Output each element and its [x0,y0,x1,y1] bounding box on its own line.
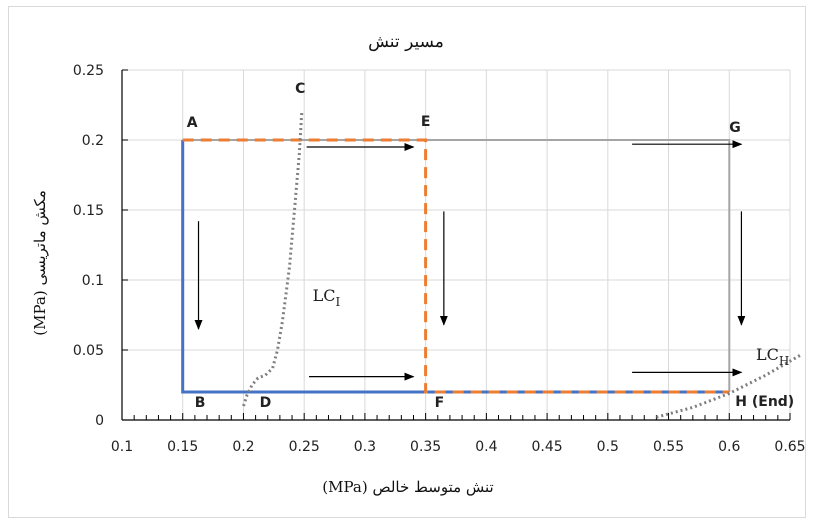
series-path-2 [182,138,730,394]
point-label-a: A [187,115,198,131]
x-tick-label: 0.2 [232,439,254,455]
point-label-d: D [260,395,272,411]
point-label-b: B [195,395,206,411]
point-label-h: H (End) [735,394,794,410]
x-tick-label: 0.25 [289,439,320,455]
y-tick-label: 0.25 [73,63,104,79]
series [181,111,803,419]
series-path-0 [181,140,730,394]
lc-label-i: LCI [313,286,341,309]
series-lci [242,111,304,407]
x-tick-label: 0.4 [475,439,497,455]
y-tick-label: 0.15 [73,203,104,219]
series-path-1 [182,139,731,392]
series-lch [656,352,803,419]
x-tick-label: 0.6 [718,439,740,455]
x-tick-label: 0.35 [410,439,441,455]
x-tick-label: 0.45 [532,439,563,455]
y-tick-label: 0.05 [73,343,104,359]
y-tick-label: 0.1 [82,273,104,289]
point-label-c: C [295,81,305,97]
x-axis-label: تنش متوسط خالص (MPa) [322,478,493,496]
x-tick-label: 0.5 [597,439,619,455]
lc-label-h: LCH [756,345,789,368]
x-tick-label: 0.1 [111,439,133,455]
point-label-f: F [435,395,445,411]
gridlines [122,69,791,420]
point-label-e: E [421,114,431,130]
chart-frame [8,6,806,518]
x-tick-label: 0.15 [167,439,198,455]
y-tick-label: 0 [95,413,104,429]
y-axis-label: مکش ماتریسی (MPa) [31,190,49,336]
direction-arrows [194,140,746,381]
labels: A B C D E F G H (End) LCI LCH [187,81,794,411]
point-label-g: G [729,120,741,136]
chart-title: مسیر تنش [368,32,444,52]
axes: 0.1 0.15 0.2 0.25 0.3 0.35 0.4 0.45 0.5 0.55 0.6 0.… [73,63,806,455]
x-tick-label: 0.65 [774,439,805,455]
y-tick-label: 0.2 [82,133,104,149]
x-tick-label: 0.55 [653,439,684,455]
x-tick-label: 0.3 [354,439,376,455]
